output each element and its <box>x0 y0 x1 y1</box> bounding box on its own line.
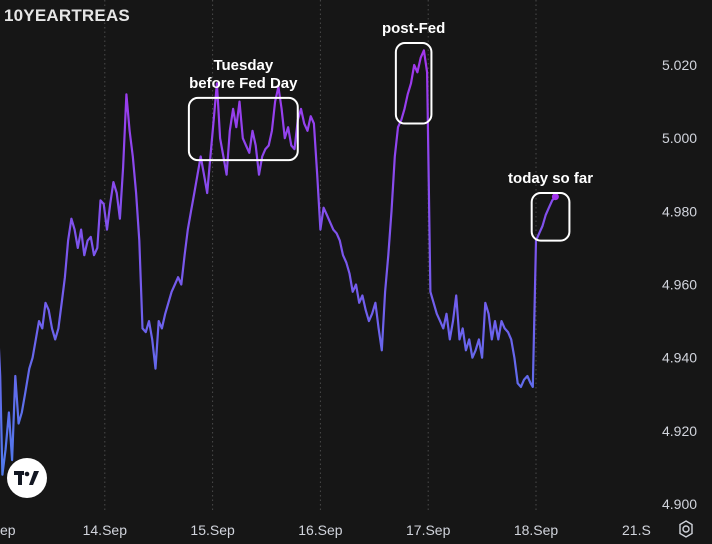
annotation-box <box>530 192 571 242</box>
y-tick-label: 4.980 <box>662 203 697 219</box>
grid-lines <box>104 0 537 512</box>
x-tick-label: ep <box>0 522 16 538</box>
x-tick-label: 16.Sep <box>298 522 343 538</box>
gear-icon[interactable] <box>676 519 696 539</box>
y-axis: 4.900 4.920 4.940 4.960 4.980 5.000 5.020 <box>662 57 697 512</box>
x-tick-label: 14.Sep <box>83 522 128 538</box>
y-tick-label: 4.940 <box>662 350 697 366</box>
y-tick-label: 5.000 <box>662 130 697 146</box>
symbol-title: 10YEARTREAS <box>4 6 130 25</box>
last-price-dot <box>551 193 559 201</box>
x-tick-label: 18.Sep <box>514 522 559 538</box>
annotation-box <box>187 96 299 162</box>
annotation-label: post-Fed <box>382 20 445 37</box>
y-tick-label: 4.900 <box>662 496 697 512</box>
y-tick-label: 5.020 <box>662 57 697 73</box>
series-line <box>0 49 557 476</box>
y-tick-label: 4.920 <box>662 423 697 439</box>
annotation-label: before Fed Day <box>189 75 298 92</box>
annotation-label: Tuesday <box>213 57 273 74</box>
annotation-box <box>394 42 433 125</box>
x-axis: ep 14.Sep 15.Sep 16.Sep 17.Sep 18.Sep 21.S <box>0 522 651 538</box>
annotation-label: today so far <box>508 170 593 187</box>
x-tick-label: 21.S <box>622 522 651 538</box>
x-tick-label: 15.Sep <box>190 522 235 538</box>
y-tick-label: 4.960 <box>662 277 697 293</box>
x-tick-label: 17.Sep <box>406 522 451 538</box>
series-group <box>0 49 559 476</box>
tradingview-logo-icon[interactable] <box>7 458 47 498</box>
